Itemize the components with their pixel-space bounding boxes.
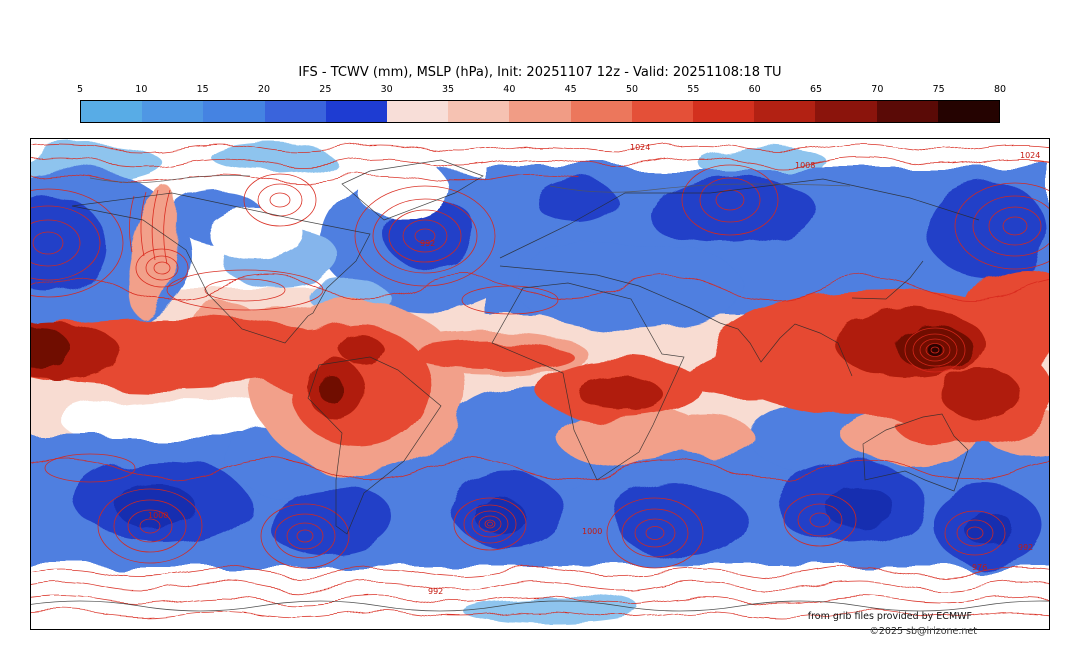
colorbar-segment — [203, 101, 265, 122]
colorbar-segment — [937, 101, 1000, 122]
colorbar-segment — [693, 101, 755, 122]
colorbar-segment — [509, 101, 571, 122]
colorbar-segment — [81, 101, 143, 122]
colorbar-tick-label: 60 — [748, 84, 761, 95]
pressure-label: 1024 — [1020, 151, 1040, 160]
colorbar-segment — [264, 101, 326, 122]
mslp-contours-cyclones — [30, 164, 1050, 569]
colorbar-tick-label: 25 — [319, 84, 332, 95]
colorbar-tick-label: 20 — [257, 84, 271, 95]
colorbar-segment — [754, 101, 816, 122]
coastlines — [30, 159, 1050, 612]
typhoon-core — [928, 343, 942, 357]
colorbar-segment — [876, 101, 938, 122]
colorbar-tick-label: 15 — [196, 84, 209, 95]
colorbar-tick-label: 50 — [625, 84, 639, 95]
tcwv-polar-light-blue — [30, 142, 825, 622]
colorbar-segment — [325, 101, 388, 122]
colorbar-segment — [142, 101, 204, 122]
pressure-label: 992 — [1018, 543, 1033, 552]
colorbar-ticks: 5 10 15 20 25 30 35 40 45 50 55 60 65 70 75 80 — [76, 84, 1006, 96]
colorbar-tick-label: 35 — [441, 84, 455, 95]
colorbar-tick-label: 5 — [76, 84, 84, 95]
weather-map: 1024 1008 1024 992 1000 1000 992 992 976 — [30, 138, 1050, 630]
colorbar-tick-label: 45 — [564, 84, 577, 95]
colorbar-tick-label: 10 — [135, 84, 148, 95]
pressure-label: 992 — [420, 239, 435, 248]
colorbar-tick-label: 75 — [932, 84, 945, 95]
colorbar-segment — [815, 101, 877, 122]
pressure-label: 976 — [972, 563, 987, 572]
colorbar-segment — [631, 101, 694, 122]
colorbar-segment — [448, 101, 510, 122]
colorbar — [80, 100, 1000, 123]
pressure-label: 1024 — [630, 143, 650, 152]
chart-title: IFS - TCWV (mm), MSLP (hPa), Init: 20251… — [298, 65, 782, 80]
attribution-copyright: ©2025 sb@irizone.net — [869, 626, 977, 637]
pressure-label: 992 — [428, 587, 443, 596]
pressure-labels-layer: 1024 1008 1024 992 1000 1000 992 992 976 — [148, 143, 1040, 596]
map-border — [30, 138, 1050, 630]
pressure-label: 1000 — [148, 511, 168, 520]
pressure-label: 1008 — [795, 161, 815, 170]
colorbar-tick-label: 40 — [503, 84, 516, 95]
colorbar-tick-label: 30 — [380, 84, 393, 95]
colorbar-segment — [387, 101, 449, 122]
mslp-contours-wavy — [30, 144, 1050, 618]
colorbar-tick-label: 80 — [993, 84, 1007, 95]
attribution-ecmwf: from grib files provided by ECMWF — [807, 611, 972, 622]
pressure-label: 1000 — [582, 527, 602, 536]
colorbar-tick-label: 65 — [809, 84, 823, 95]
colorbar-tick-label: 70 — [871, 84, 884, 95]
colorbar-segment — [570, 101, 632, 122]
colorbar-tick-label: 55 — [687, 84, 700, 95]
